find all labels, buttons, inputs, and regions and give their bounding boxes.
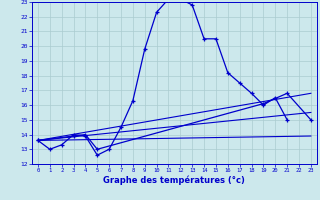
X-axis label: Graphe des températures (°c): Graphe des températures (°c) xyxy=(103,176,245,185)
